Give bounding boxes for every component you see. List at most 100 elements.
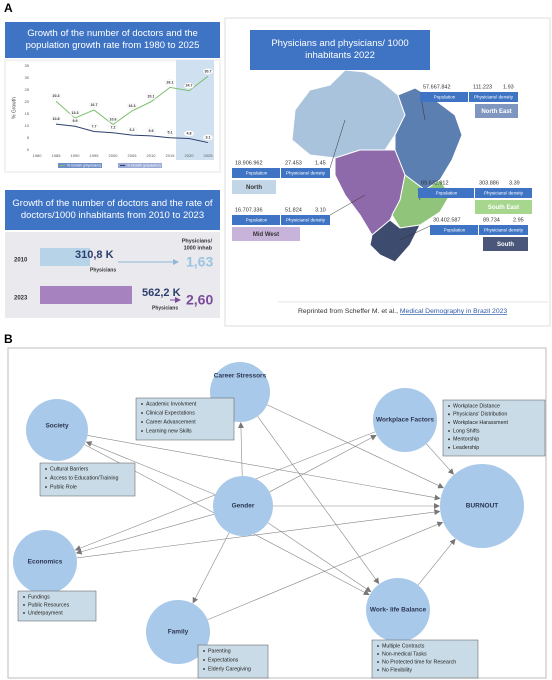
bullet bbox=[45, 468, 47, 470]
data-label: 5.9 bbox=[149, 129, 154, 133]
bullet bbox=[45, 477, 47, 479]
region-name: North East bbox=[481, 109, 511, 115]
arrow bbox=[76, 509, 441, 559]
legend-swatch bbox=[58, 163, 102, 168]
data-label: 6.2 bbox=[130, 128, 135, 132]
arrows bbox=[74, 404, 456, 621]
credit-link[interactable]: Medical Demography in Brazil 2023 bbox=[400, 308, 508, 315]
population-box bbox=[232, 215, 280, 225]
node-circle bbox=[13, 530, 77, 594]
node-label: Society bbox=[45, 423, 69, 430]
node-circle bbox=[373, 388, 437, 452]
item-box bbox=[39, 462, 136, 497]
x-tick-label: 1990 bbox=[71, 153, 81, 158]
region-name-box bbox=[475, 104, 518, 118]
x-tick-label: 1985 bbox=[52, 153, 62, 158]
data-label-bubble bbox=[69, 118, 81, 125]
bullet bbox=[141, 421, 143, 423]
data-label-bubble bbox=[145, 93, 157, 100]
data-label: 10.6 bbox=[110, 118, 117, 122]
map-title-text: Physicians and physicians/ 1000 inhabita… bbox=[271, 38, 409, 61]
node-label: Family bbox=[168, 629, 189, 636]
x-tick-label: 2010 bbox=[147, 153, 157, 158]
item-text: Parenting bbox=[208, 648, 231, 654]
population-box bbox=[430, 225, 478, 235]
y-tick-label: 10 bbox=[25, 123, 30, 128]
data-label: 30.7 bbox=[205, 69, 212, 73]
data-label-bubble bbox=[126, 126, 138, 134]
region-name-box bbox=[232, 180, 276, 194]
y-tick-label: 0 bbox=[27, 147, 30, 152]
population-box bbox=[420, 92, 468, 102]
arrow bbox=[417, 538, 456, 586]
bullet bbox=[448, 430, 450, 432]
item-text: Physicians' Distribution bbox=[453, 412, 507, 418]
node-circle bbox=[366, 578, 430, 642]
population-box bbox=[418, 188, 474, 198]
region-physicians: 51.824 bbox=[285, 207, 302, 213]
arrow bbox=[267, 522, 372, 593]
arrow bbox=[257, 416, 380, 585]
region-name-box bbox=[483, 237, 528, 251]
bullet bbox=[141, 412, 143, 414]
data-label-bubble bbox=[50, 93, 62, 100]
y-axis-label: % Growth bbox=[11, 97, 17, 119]
data-label-bubble bbox=[126, 102, 138, 110]
count-bar bbox=[40, 286, 132, 304]
item-text: No Flexibility bbox=[382, 667, 412, 673]
bullet bbox=[377, 645, 379, 647]
data-label: 5.1 bbox=[168, 131, 173, 135]
rate: 2,60 bbox=[186, 292, 213, 308]
data-label: 10.8 bbox=[53, 117, 60, 121]
density-box bbox=[479, 225, 528, 235]
legend-label: % Growth (physicians) bbox=[67, 164, 101, 168]
item-box bbox=[135, 397, 235, 441]
data-label-bubble bbox=[164, 129, 176, 136]
x-tick-label: 1995 bbox=[90, 153, 100, 158]
item-text: Workplace Harassment bbox=[453, 420, 508, 426]
region-population: 18.906.962 bbox=[235, 160, 263, 166]
item-text: Fundings bbox=[28, 594, 50, 600]
data-label: 7.7 bbox=[92, 124, 97, 128]
region-population: 57.667.842 bbox=[423, 84, 451, 90]
data-label-bubble bbox=[183, 82, 195, 89]
year: 2010 bbox=[14, 258, 28, 264]
region-physicians: 89.734 bbox=[483, 217, 500, 223]
data-label: 16.7 bbox=[91, 103, 98, 107]
item-text: Public Resources bbox=[28, 602, 70, 608]
item-box bbox=[442, 399, 546, 457]
legend-label: % Growth (population) bbox=[127, 164, 161, 168]
series-line bbox=[55, 123, 209, 144]
x-tick-label: 2020 bbox=[185, 153, 195, 158]
y-tick-label: 15 bbox=[25, 111, 30, 116]
item-box bbox=[371, 639, 479, 679]
chart-title-box bbox=[5, 22, 220, 58]
bullet bbox=[23, 596, 25, 598]
region-density: 3.10 bbox=[315, 207, 326, 213]
data-label-bubble bbox=[107, 124, 119, 131]
region-name: South bbox=[497, 242, 514, 248]
y-tick-label: 5 bbox=[27, 135, 30, 140]
bullet bbox=[141, 403, 143, 405]
doctors-title-box bbox=[5, 190, 220, 230]
node-label: Work- life Balance bbox=[370, 607, 427, 614]
arrow bbox=[267, 404, 445, 489]
highlight-band bbox=[176, 60, 214, 160]
bullet bbox=[203, 668, 205, 670]
count-bar bbox=[40, 248, 90, 266]
data-label: 13.3 bbox=[72, 111, 79, 115]
doctors-title-text: Growth of the number of doctors and the … bbox=[12, 198, 213, 221]
population-label: Population bbox=[246, 171, 268, 176]
bullet bbox=[377, 661, 379, 663]
x-tick-label: 2000 bbox=[109, 153, 119, 158]
bullet bbox=[203, 659, 205, 661]
node-label: Gender bbox=[232, 503, 255, 510]
bullet bbox=[448, 405, 450, 407]
panel-label: B bbox=[4, 332, 13, 346]
density-box bbox=[281, 168, 330, 178]
region-physicians: 27.453 bbox=[285, 160, 302, 166]
region-population: 30.402.587 bbox=[433, 217, 461, 223]
item-text: Leadership bbox=[453, 445, 479, 451]
density-label: Physicians/ density bbox=[286, 218, 326, 223]
leader-line bbox=[329, 194, 366, 216]
